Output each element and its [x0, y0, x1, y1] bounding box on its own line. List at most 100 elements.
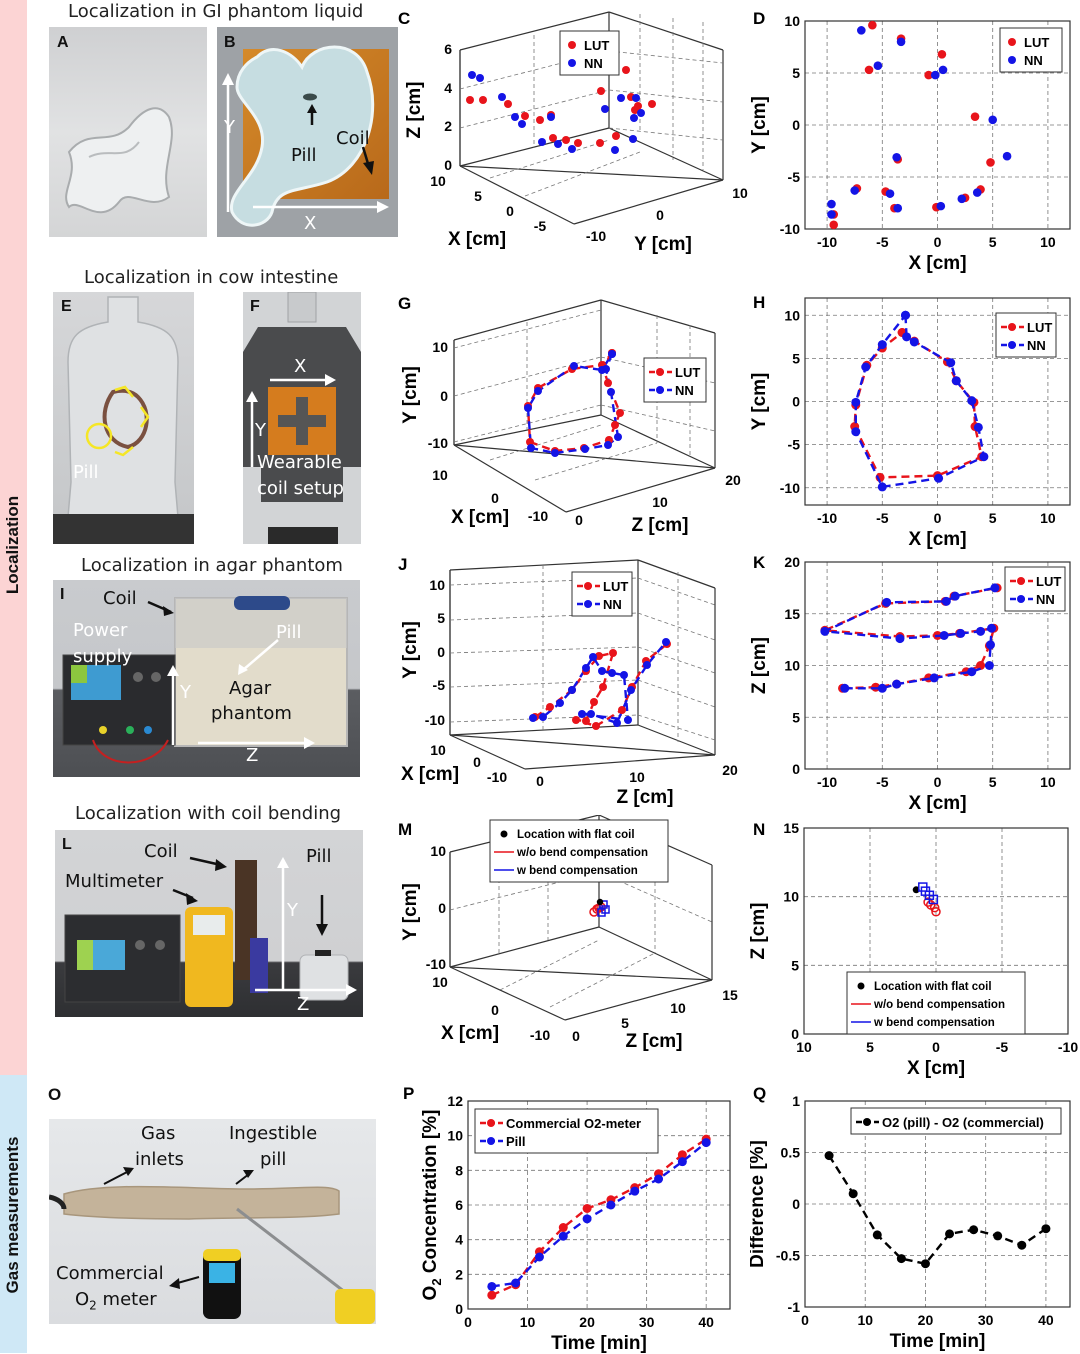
photo-e: E Pill: [53, 292, 194, 544]
data-point: [902, 332, 912, 342]
data-point: [582, 1203, 592, 1213]
panel-label: J: [398, 555, 407, 574]
x-tick-label: 0: [464, 1314, 472, 1330]
data-point: [864, 65, 874, 75]
data-point-lut: [648, 100, 656, 108]
data-point: [976, 626, 986, 636]
legend-label: NN: [603, 597, 622, 612]
x-tick-label: -5: [876, 510, 889, 526]
gas-inlets-annotation-2: inlets: [135, 1149, 184, 1170]
data-point: [929, 673, 939, 683]
legend-marker: [863, 1118, 871, 1126]
grid-line: [549, 952, 656, 1008]
axis-edge: [637, 559, 716, 589]
y-tick-label: 10: [784, 13, 800, 29]
x-axis-label: X [cm]: [908, 253, 966, 274]
data-point: [877, 482, 887, 492]
data-point: [939, 630, 949, 640]
tick-label: -10: [425, 712, 445, 728]
chart-g: 10 0 -10 10 0 -10 0 10 20 Y [cm] X [cm] Z [cm] G LUT N…: [398, 294, 741, 536]
data-point-lut: [597, 87, 605, 95]
data-point: [986, 640, 995, 650]
tick-label: -10: [586, 228, 606, 244]
legend-marker: [1008, 38, 1016, 46]
data-point-nn: [568, 686, 576, 694]
data-point-nn: [554, 140, 562, 148]
data-point: [487, 1281, 497, 1291]
data-point: [893, 203, 903, 213]
data-point-nn: [538, 138, 546, 146]
data-point: [873, 61, 883, 71]
data-point: [945, 1229, 955, 1239]
axis-edge: [637, 724, 716, 756]
data-point: [877, 340, 887, 350]
data-point-nn: [518, 120, 526, 128]
panel-label-f: F: [250, 298, 260, 315]
tick-label: 2: [444, 118, 452, 134]
tick-label: 0: [572, 1028, 580, 1044]
data-point: [895, 634, 905, 644]
data-point-nn: [643, 661, 651, 669]
tick-label: 10: [432, 467, 448, 483]
tick-label: -10: [530, 1027, 550, 1043]
data-point-nn: [629, 135, 637, 143]
data-point-nn: [581, 445, 589, 453]
axis-z-annotation: Z: [246, 745, 259, 766]
y-tick-label: 8: [455, 1162, 463, 1178]
y-tick-label: -10: [780, 221, 800, 237]
legend-label: NN: [1036, 592, 1055, 607]
data-point: [861, 362, 871, 372]
data-point: [872, 1230, 882, 1240]
axis-edge: [453, 444, 716, 469]
x-axis-label: X [cm]: [908, 529, 966, 550]
tick-label: 0: [656, 207, 664, 223]
data-point: [487, 1290, 497, 1300]
tick-label: 0: [491, 490, 499, 506]
data-point-nn: [613, 719, 621, 727]
data-point-nn: [570, 362, 578, 370]
data-point: [892, 679, 902, 689]
tick-label: -10: [426, 956, 446, 972]
legend-label: LUT: [1027, 320, 1052, 335]
data-point: [990, 583, 1000, 593]
legend-marker: [568, 41, 576, 49]
grid-line: [449, 646, 639, 654]
x-tick-label: -10: [817, 510, 837, 526]
axis-label: Y [cm]: [634, 234, 692, 255]
axis-edge: [449, 926, 600, 968]
chart-j: 10 5 0 -5 -10 10 0 -10 0 10 20 Y [cm] X [cm] Z [cm] J L…: [398, 555, 738, 808]
plot-frame: [804, 1100, 1071, 1308]
axis-edge: [453, 414, 602, 446]
x-tick-label: 40: [1038, 1312, 1054, 1328]
panel-label-a: A: [57, 34, 69, 51]
y-tick-label: 0: [792, 394, 800, 410]
data-point-nn: [511, 113, 519, 121]
data-point-lut: [611, 421, 619, 429]
data-point: [988, 115, 998, 125]
axis-edge: [608, 11, 724, 51]
grid-line: [608, 50, 724, 64]
legend-label: LUT: [1024, 35, 1049, 50]
chart-m: 10 0 -10 10 0 -10 0 5 10 15 Y [cm] X [cm] Z [cm] M Loc…: [398, 815, 738, 1052]
x-axis-label: Time [min]: [890, 1331, 986, 1352]
plot-frame: [467, 1100, 731, 1310]
y-tick-label: 5: [791, 957, 799, 973]
legend-marker: [656, 386, 664, 394]
axis-edge: [600, 299, 716, 334]
localization-label: Localization: [3, 495, 22, 595]
data-point-nn: [601, 105, 609, 113]
data-point-lut: [479, 96, 487, 104]
y-axis-label: Z [cm]: [750, 637, 770, 694]
legend-box: [643, 357, 707, 403]
panel-label: H: [753, 293, 765, 312]
data-point-nn: [527, 444, 535, 452]
legend-box: [999, 27, 1063, 73]
tick-label: 0: [536, 773, 544, 789]
x-axis-label: X [cm]: [908, 793, 966, 814]
data-point-nn: [630, 114, 638, 122]
tick-label: -5: [433, 677, 446, 693]
tick-label: 10: [670, 1000, 686, 1016]
legend-box: [1004, 566, 1066, 612]
gas-measurements-label: Gas measurements: [3, 1136, 22, 1294]
data-point: [967, 396, 977, 406]
